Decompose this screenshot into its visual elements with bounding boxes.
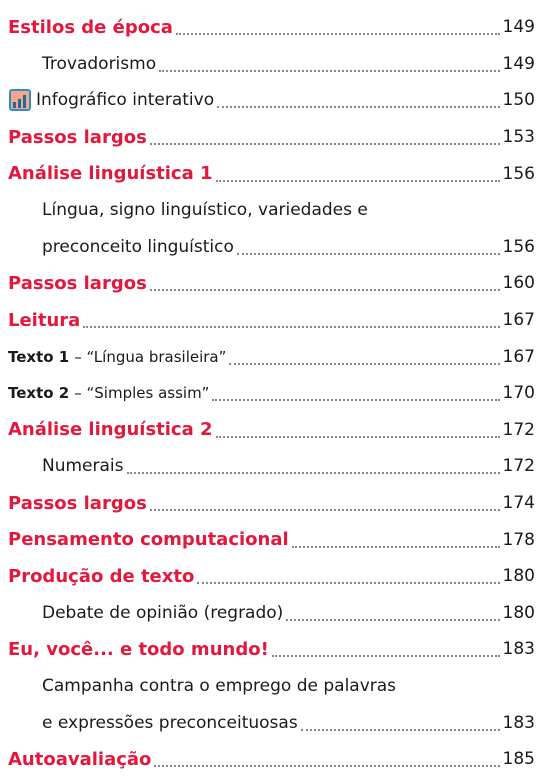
page-number: 183 <box>502 639 535 660</box>
page-number: 183 <box>502 712 535 733</box>
entry-title: Passos largos <box>8 126 147 148</box>
page-number: 149 <box>502 17 535 38</box>
dot-leader <box>215 179 500 182</box>
toc-line: Texto 2– “Simples assim” 170 <box>8 375 535 412</box>
entry-title: Autoavaliação <box>8 748 152 770</box>
page-number: 150 <box>502 90 535 111</box>
toc-line: Passos largos 153 <box>8 119 535 156</box>
page-number: 167 <box>502 346 535 367</box>
dot-leader <box>236 252 500 255</box>
entry-title: Numerais <box>42 456 124 477</box>
entry-title: preconceito linguístico <box>42 236 234 257</box>
toc-line: preconceito linguístico 156 <box>8 229 535 266</box>
dot-leader <box>154 765 500 768</box>
dot-leader <box>286 618 500 621</box>
page-number: 178 <box>502 529 535 550</box>
entry-title: Eu, você... e todo mundo! <box>8 638 269 660</box>
page: Estilos de época 149 Trovadorismo 149 Infogr… <box>8 16 535 770</box>
dot-leader <box>271 655 500 658</box>
entry-title: Pensamento computacional <box>8 529 289 551</box>
entry-title: Debate de opinião (regrado) <box>42 602 284 623</box>
entry-title: – “Simples assim” <box>74 384 210 403</box>
entry-title: Produção de texto <box>8 565 195 587</box>
page-number: 149 <box>502 53 535 74</box>
page-number: 170 <box>502 383 535 404</box>
toc-line: Passos largos 160 <box>8 265 535 302</box>
entry-title: Trovadorismo <box>42 53 157 74</box>
dot-leader <box>149 509 500 512</box>
entry-title: Língua, signo linguístico, variedades e <box>42 200 368 221</box>
entry-title: e expressões preconceituosas <box>42 712 298 733</box>
toc-line: Pensamento computacional 178 <box>8 521 535 558</box>
page-number: 185 <box>502 749 535 770</box>
toc-line: Estilos de época 149 <box>8 9 535 46</box>
entry-title: Análise linguística 2 <box>8 419 213 441</box>
toc-line: e expressões preconceituosas 183 <box>8 704 535 741</box>
dot-leader <box>291 545 500 548</box>
entry-label: Texto 2 <box>8 384 70 403</box>
toc-line: Numerais 172 <box>8 448 535 485</box>
infographic-icon <box>9 89 31 112</box>
page-number: 180 <box>502 566 535 587</box>
page-number: 174 <box>502 493 535 514</box>
dot-leader <box>126 472 500 475</box>
page-number: 156 <box>502 236 535 257</box>
entry-title: Estilos de época <box>8 16 173 38</box>
dot-leader <box>300 728 500 731</box>
dot-leader <box>175 33 500 36</box>
page-number: 160 <box>502 273 535 294</box>
toc-line: Eu, você... e todo mundo! 183 <box>8 631 535 668</box>
toc-line: Língua, signo linguístico, variedades e <box>8 192 535 229</box>
toc-line: Trovadorismo 149 <box>8 46 535 83</box>
entry-title: Análise linguística 1 <box>8 163 213 185</box>
toc-line: Produção de texto 180 <box>8 558 535 595</box>
toc-line: Campanha contra o emprego de palavras <box>8 668 535 705</box>
dot-leader <box>149 289 500 292</box>
entry-title: Passos largos <box>8 272 147 294</box>
page-number: 156 <box>502 163 535 184</box>
dot-leader <box>83 326 500 329</box>
dot-leader <box>149 143 500 146</box>
toc-line: Análise linguística 2 172 <box>8 412 535 449</box>
entry-title: Leitura <box>8 309 81 331</box>
toc-line: Leitura 167 <box>8 302 535 339</box>
toc-line: Debate de opinião (regrado) 180 <box>8 595 535 632</box>
dot-leader <box>197 582 500 585</box>
dot-leader <box>212 399 500 402</box>
toc-line: Infográfico interativo 150 <box>8 82 535 119</box>
page-number: 180 <box>502 602 535 623</box>
dot-leader <box>229 362 500 365</box>
page-number: 172 <box>502 456 535 477</box>
entry-title: Campanha contra o emprego de palavras <box>42 675 397 696</box>
entry-title: Passos largos <box>8 492 147 514</box>
page-number: 153 <box>502 127 535 148</box>
page-number: 167 <box>502 310 535 331</box>
toc-line: Autoavaliação 185 <box>8 741 535 777</box>
toc-line: Análise linguística 1 156 <box>8 155 535 192</box>
toc-line: Texto 1– “Língua brasileira” 167 <box>8 338 535 375</box>
dot-leader <box>215 435 500 438</box>
dot-leader <box>217 106 500 109</box>
page-number: 172 <box>502 419 535 440</box>
dot-leader <box>159 69 500 72</box>
entry-label: Texto 1 <box>8 347 70 366</box>
entry-title: Infográfico interativo <box>36 90 215 111</box>
toc-line: Passos largos 174 <box>8 485 535 522</box>
entry-title: – “Língua brasileira” <box>74 347 227 366</box>
